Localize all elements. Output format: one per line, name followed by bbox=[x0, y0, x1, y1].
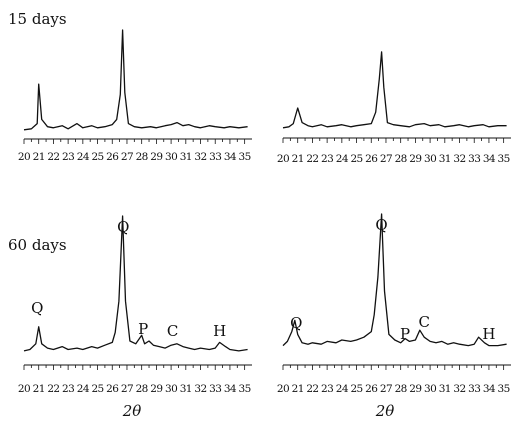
x-tick-label: 33 bbox=[209, 151, 221, 163]
x-tick-label: 33 bbox=[468, 153, 480, 165]
x-tick-label: 29 bbox=[409, 383, 421, 395]
x-tick-label: 24 bbox=[77, 383, 90, 395]
x-tick-label: 30 bbox=[424, 153, 436, 165]
peak-label-q: Q bbox=[375, 216, 387, 234]
x-tick-label: 22 bbox=[306, 153, 318, 165]
x-tick-label: 26 bbox=[106, 151, 119, 163]
x-tick-label: 23 bbox=[321, 153, 333, 165]
x-tick-label: 27 bbox=[380, 153, 392, 165]
diffraction-trace bbox=[282, 213, 507, 347]
x-tick-label: 28 bbox=[136, 383, 148, 395]
peak-label-q: Q bbox=[117, 218, 129, 236]
x-tick-label: 34 bbox=[224, 383, 237, 395]
x-tick-label: 20 bbox=[18, 151, 30, 163]
x-tick-label: 22 bbox=[47, 383, 59, 395]
x-tick-label: 32 bbox=[194, 383, 206, 395]
diffraction-trace bbox=[282, 51, 507, 129]
xrd-panel-4: 20 21 22 23 24 25 26 27 28 29 30 31 32 33 34 35 Q Q PC H bbox=[277, 213, 511, 395]
peak-label-p: P bbox=[400, 325, 410, 343]
x-tick-label: 24 bbox=[336, 153, 349, 165]
x-tick-label: 28 bbox=[395, 383, 407, 395]
peak-label-c: C bbox=[418, 313, 429, 331]
x-tick-label: 32 bbox=[194, 151, 206, 163]
x-tick-label: 20 bbox=[18, 383, 30, 395]
x-tick-label: 33 bbox=[209, 383, 221, 395]
x-tick-label: 35 bbox=[239, 383, 251, 395]
x-tick-label: 21 bbox=[33, 151, 45, 163]
x-tick-label: 29 bbox=[409, 153, 421, 165]
peak-label-h: H bbox=[213, 322, 226, 340]
x-tick-label: 30 bbox=[165, 151, 177, 163]
x-tick-label: 25 bbox=[91, 383, 103, 395]
x-tick-label: 25 bbox=[350, 153, 362, 165]
x-tick-label: 30 bbox=[165, 383, 177, 395]
x-tick-label: 29 bbox=[150, 383, 162, 395]
x-tick-label: 35 bbox=[239, 151, 251, 163]
x-axis-label-left: 2θ bbox=[122, 402, 142, 420]
panel-title-60-days: 60 days bbox=[8, 236, 67, 254]
x-tick-label: 20 bbox=[277, 383, 289, 395]
x-tick-label: 34 bbox=[483, 383, 496, 395]
x-tick-label: 29 bbox=[150, 151, 162, 163]
x-tick-label: 32 bbox=[453, 153, 465, 165]
x-tick-label: 32 bbox=[453, 383, 465, 395]
peak-label-h: H bbox=[482, 325, 495, 343]
xrd-panel-2: 20 21 22 23 24 25 26 27 28 29 30 31 32 33 34 35 bbox=[277, 51, 511, 165]
x-tick-label: 25 bbox=[350, 383, 362, 395]
x-tick-label: 31 bbox=[180, 383, 192, 395]
x-tick-label: 23 bbox=[62, 151, 74, 163]
peak-label-q: Q bbox=[31, 299, 43, 317]
peak-label-c: C bbox=[167, 322, 178, 340]
x-tick-label: 34 bbox=[224, 151, 237, 163]
peak-label-p: P bbox=[138, 320, 148, 338]
panel-title-15-days: 15 days bbox=[8, 10, 67, 28]
x-tick-label: 26 bbox=[106, 383, 119, 395]
x-tick-label: 21 bbox=[292, 383, 304, 395]
x-tick-label: 30 bbox=[424, 383, 436, 395]
xrd-panel-1: 20 21 22 23 24 25 26 27 28 29 30 31 32 33 34 35 bbox=[18, 29, 252, 163]
xrd-panel-3: 20 21 22 23 24 25 26 27 28 29 30 31 32 33 34 35 Q Q P C H bbox=[18, 215, 252, 395]
x-tick-label: 27 bbox=[121, 151, 133, 163]
x-tick-label: 21 bbox=[33, 383, 45, 395]
diffraction-trace bbox=[23, 29, 248, 131]
x-tick-label: 22 bbox=[47, 151, 59, 163]
x-tick-label: 28 bbox=[395, 153, 407, 165]
diffraction-trace bbox=[23, 215, 248, 352]
x-tick-label: 24 bbox=[77, 151, 90, 163]
x-tick-label: 24 bbox=[336, 383, 349, 395]
x-tick-label: 28 bbox=[136, 151, 148, 163]
x-tick-label: 33 bbox=[468, 383, 480, 395]
x-tick-label: 21 bbox=[292, 153, 304, 165]
x-tick-label: 26 bbox=[365, 153, 378, 165]
x-axis-label-right: 2θ bbox=[375, 402, 395, 420]
peak-label-q: Q bbox=[290, 314, 302, 332]
x-tick-label: 31 bbox=[180, 151, 192, 163]
x-tick-label: 25 bbox=[91, 151, 103, 163]
x-tick-label: 34 bbox=[483, 153, 496, 165]
x-tick-label: 27 bbox=[380, 383, 392, 395]
x-tick-label: 23 bbox=[321, 383, 333, 395]
x-tick-label: 35 bbox=[498, 383, 510, 395]
x-tick-label: 35 bbox=[498, 153, 510, 165]
x-tick-label: 31 bbox=[439, 383, 451, 395]
x-tick-label: 31 bbox=[439, 153, 451, 165]
x-tick-label: 27 bbox=[121, 383, 133, 395]
x-tick-label: 26 bbox=[365, 383, 378, 395]
x-tick-label: 23 bbox=[62, 383, 74, 395]
x-tick-label: 20 bbox=[277, 153, 289, 165]
x-tick-label: 22 bbox=[306, 383, 318, 395]
